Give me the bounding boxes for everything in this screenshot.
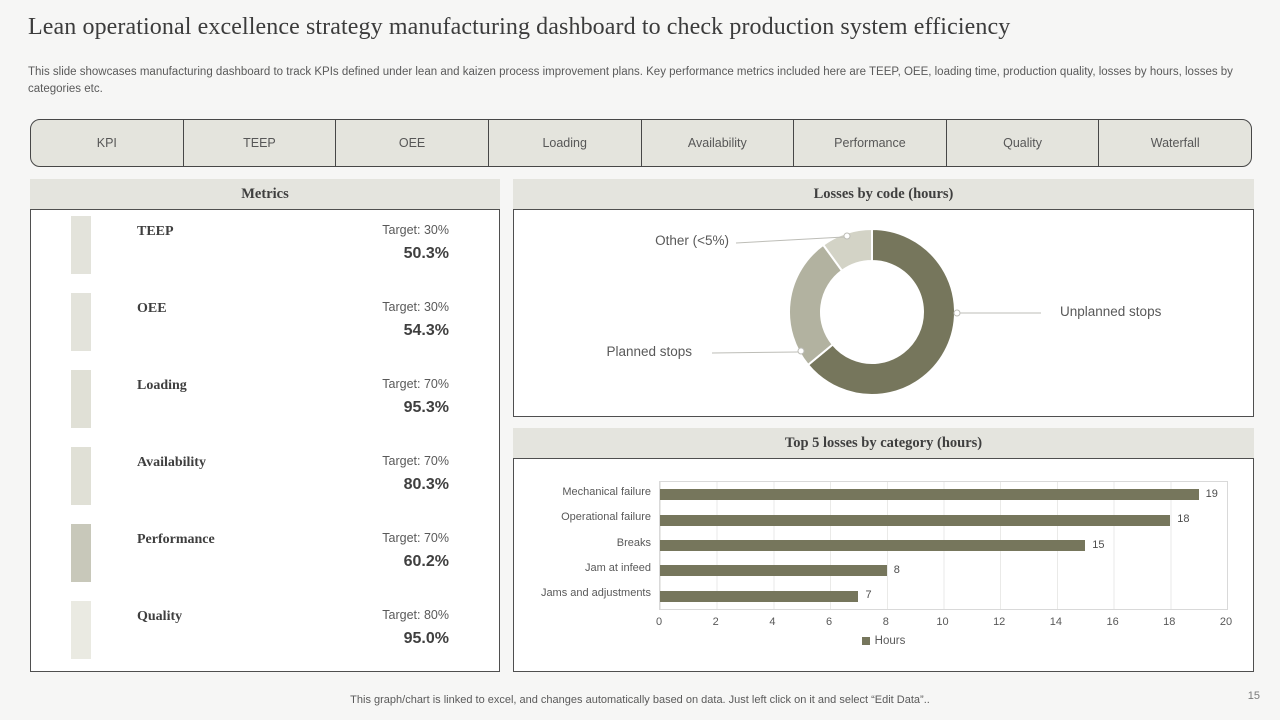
tab-availability[interactable]: Availability — [642, 120, 795, 166]
metric-accent-bar — [71, 370, 91, 428]
bar-category-label: Mechanical failure — [562, 485, 651, 498]
metric-row-performance: Performance Target: 70% 60.2% — [31, 518, 499, 595]
donut-label-other: Other (<5%) — [655, 233, 729, 248]
losses-by-code-panel: Losses by code (hours) Other (<5%) Unpla… — [513, 179, 1254, 417]
metric-row-loading: Loading Target: 70% 95.3% — [31, 364, 499, 441]
slide-subtitle: This slide showcases manufacturing dashb… — [28, 66, 1233, 96]
metrics-body: TEEP Target: 30% 50.3% OEE Target: 30% 54.3% L… — [30, 209, 500, 672]
top-losses-header: Top 5 losses by category (hours) — [513, 428, 1254, 458]
metric-name: Performance — [137, 532, 215, 547]
tab-performance[interactable]: Performance — [794, 120, 947, 166]
donut-label-planned-stops: Planned stops — [606, 344, 692, 359]
x-axis-tick: 0 — [655, 616, 663, 628]
tab-kpi[interactable]: KPI — [31, 120, 184, 166]
metric-name: OEE — [137, 301, 167, 316]
metric-accent-bar — [71, 293, 91, 351]
metrics-panel: Metrics TEEP Target: 30% 50.3% OEE Target: 3… — [30, 179, 500, 672]
footer-note: This graph/chart is linked to excel, and… — [350, 694, 930, 706]
x-axis-tick: 10 — [936, 616, 949, 628]
donut-callout-lines — [711, 232, 1041, 355]
top-losses-title: Top 5 losses by category (hours) — [784, 434, 983, 451]
tab-loading[interactable]: Loading — [489, 120, 642, 166]
bar-value-label: 8 — [893, 563, 900, 576]
metric-value: 95.0% — [403, 630, 449, 647]
bar-breaks — [660, 540, 1086, 551]
tab-oee[interactable]: OEE — [336, 120, 489, 166]
losses-by-code-title: Losses by code (hours) — [813, 185, 954, 202]
metric-target: Target: 70% — [382, 454, 449, 468]
bar-category-label: Jams and adjustments — [540, 587, 651, 600]
bar-category-label: Operational failure — [561, 511, 651, 524]
donut-label-unplanned-stops: Unplanned stops — [1060, 304, 1162, 319]
metric-value: 80.3% — [403, 476, 449, 493]
metric-target: Target: 30% — [382, 300, 449, 314]
tab-waterfall[interactable]: Waterfall — [1150, 136, 1200, 150]
metric-name: Loading — [137, 378, 187, 393]
tab-teep[interactable]: TEEP — [184, 120, 337, 166]
metric-value: 50.3% — [403, 245, 449, 262]
metrics-panel-title: Metrics — [241, 185, 289, 202]
bar-value-label: 15 — [1092, 538, 1105, 551]
x-axis-tick: 4 — [769, 616, 776, 628]
metric-accent-bar — [71, 447, 91, 505]
x-axis-tick: 2 — [712, 616, 719, 628]
bar-category-label: Breaks — [616, 536, 651, 549]
top-losses-panel: Top 5 losses by category (hours) 19 18 15 8… — [513, 428, 1254, 672]
slide-title: Lean operational excellence strategy man… — [28, 14, 1011, 40]
bar-jams-and-adjustments — [660, 590, 859, 602]
bar-value-label: 18 — [1177, 513, 1190, 526]
metric-target: Target: 70% — [382, 531, 449, 545]
tab-quality[interactable]: Quality — [947, 120, 1100, 166]
kpi-tab-bar: KPI TEEP OEE Loading Availability Performance… — [30, 119, 1252, 167]
losses-by-code-header: Losses by code (hours) — [513, 179, 1254, 209]
donut-chart[interactable]: Other (<5%) Unplanned stops Planned stop… — [513, 209, 1254, 417]
donut-segment-other-5 — [821, 227, 873, 273]
legend-swatch-hours — [861, 637, 870, 645]
bar-value-label: 7 — [865, 589, 872, 602]
x-axis-tick: 18 — [1163, 616, 1176, 628]
metric-value: 95.3% — [403, 399, 449, 416]
metric-accent-bar — [71, 524, 91, 582]
metric-target: Target: 80% — [382, 608, 449, 622]
bar-chart[interactable]: 19 18 15 8 7 Hours Mechanical failure Operati… — [513, 458, 1254, 672]
metric-target: Target: 30% — [382, 223, 449, 237]
bar-jam-at-infeed — [660, 565, 887, 577]
metric-value: 54.3% — [403, 322, 449, 339]
x-axis-tick: 8 — [882, 616, 889, 628]
metric-accent-bar — [71, 601, 91, 659]
page-number: 15 — [1247, 690, 1260, 702]
metric-row-availability: Availability Target: 70% 80.3% — [31, 441, 499, 518]
x-axis-tick: 16 — [1106, 616, 1119, 628]
x-axis-tick: 12 — [993, 616, 1006, 628]
bar-operational-failure — [660, 514, 1171, 526]
metrics-panel-header: Metrics — [30, 179, 500, 209]
metric-row-quality: Quality Target: 80% 95.0% — [31, 595, 499, 672]
donut-segment-unplanned-stops — [806, 227, 956, 396]
bar-mechanical-failure — [660, 489, 1199, 501]
bar-value-label: 19 — [1205, 487, 1218, 500]
metric-name: Availability — [137, 455, 206, 470]
metric-accent-bar — [71, 216, 91, 274]
metric-row-teep: TEEP Target: 30% 50.3% — [31, 210, 499, 287]
x-axis-tick: 6 — [826, 616, 833, 628]
bar-category-label: Jam at infeed — [584, 561, 651, 574]
bar-plot-area: 19 18 15 8 7 — [659, 481, 1228, 610]
metric-name: Quality — [137, 609, 183, 624]
metric-name: TEEP — [137, 224, 174, 239]
legend-label-hours: Hours — [874, 635, 906, 647]
metric-target: Target: 70% — [382, 377, 449, 391]
donut-chart-svg — [711, 227, 1041, 396]
metric-value: 60.2% — [403, 553, 449, 570]
x-axis-tick: 20 — [1219, 616, 1233, 628]
bar-legend: Hours — [514, 635, 1253, 647]
metric-row-oee: OEE Target: 30% 54.3% — [31, 287, 499, 364]
x-axis-tick: 14 — [1049, 616, 1063, 628]
